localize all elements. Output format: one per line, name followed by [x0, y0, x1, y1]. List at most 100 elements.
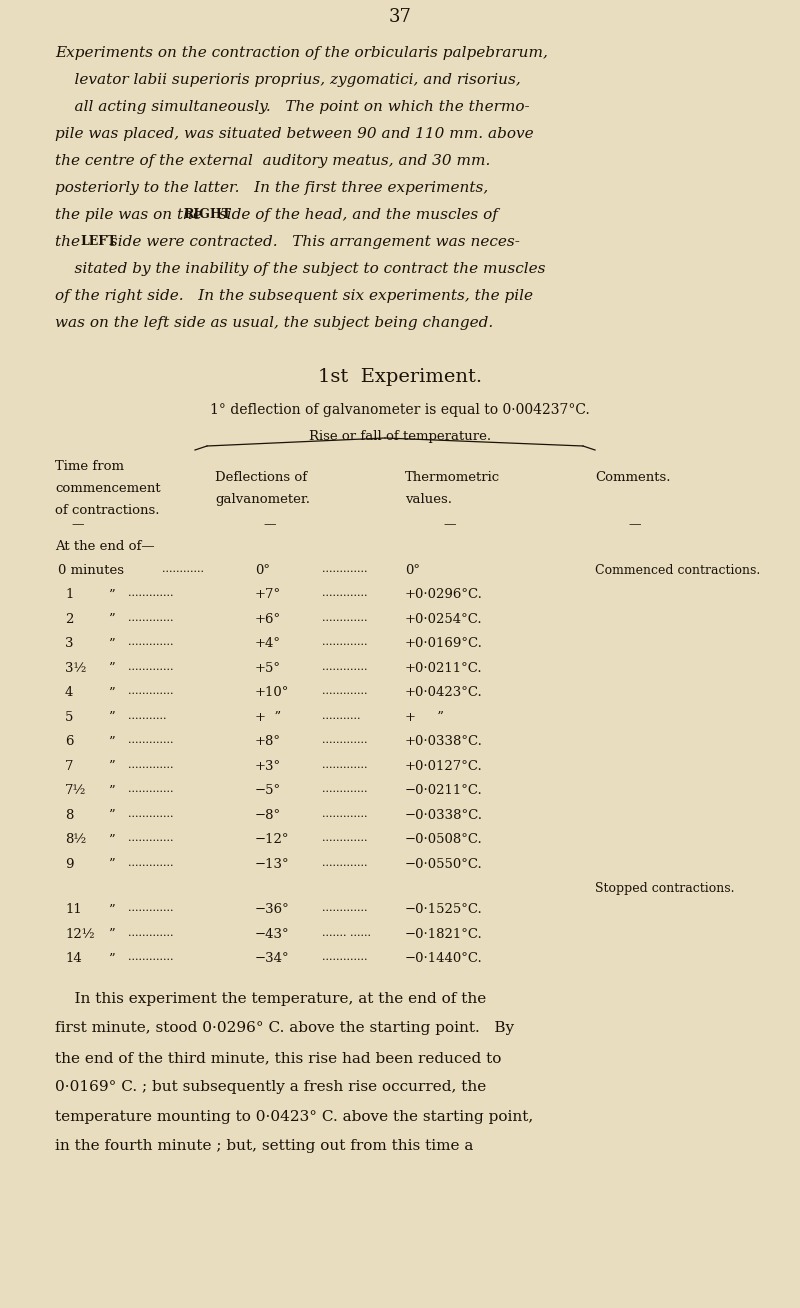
Text: 0°: 0°	[255, 564, 270, 577]
Text: +0·0169°C.: +0·0169°C.	[405, 637, 483, 650]
Text: 11: 11	[65, 904, 82, 917]
Text: +0·0296°C.: +0·0296°C.	[405, 589, 483, 602]
Text: of the right side.   In the subsequent six experiments, the pile: of the right side. In the subsequent six…	[55, 289, 533, 303]
Text: −0·0211°C.: −0·0211°C.	[405, 785, 482, 798]
Text: +0·0338°C.: +0·0338°C.	[405, 735, 483, 748]
Text: commencement: commencement	[55, 483, 161, 494]
Text: +  ”: + ”	[255, 712, 282, 725]
Text: pile was placed, was situated between 90 and 110 mm. above: pile was placed, was situated between 90…	[55, 127, 534, 141]
Text: Time from: Time from	[55, 460, 124, 473]
Text: +4°: +4°	[255, 637, 281, 650]
Text: +5°: +5°	[255, 662, 281, 675]
Text: At the end of—: At the end of—	[55, 540, 154, 553]
Text: all acting simultaneously.   The point on which the thermo-: all acting simultaneously. The point on …	[55, 99, 530, 114]
Text: the pile was on the: the pile was on the	[55, 208, 207, 222]
Text: .............: .............	[322, 589, 367, 599]
Text: +0·0254°C.: +0·0254°C.	[405, 613, 482, 627]
Text: ”: ”	[108, 613, 114, 627]
Text: ...........: ...........	[128, 712, 166, 721]
Text: +10°: +10°	[255, 687, 290, 700]
Text: .............: .............	[128, 810, 174, 819]
Text: −0·0550°C.: −0·0550°C.	[405, 858, 482, 871]
Text: side of the head, and the muscles of: side of the head, and the muscles of	[214, 208, 498, 222]
Text: 0 minutes: 0 minutes	[58, 564, 124, 577]
Text: .............: .............	[128, 927, 174, 938]
Text: Rise or fall of temperature.: Rise or fall of temperature.	[309, 430, 491, 443]
Text: +7°: +7°	[255, 589, 281, 602]
Text: 2: 2	[65, 613, 74, 627]
Text: .............: .............	[128, 760, 174, 770]
Text: .............: .............	[128, 785, 174, 794]
Text: 9: 9	[65, 858, 74, 871]
Text: −12°: −12°	[255, 833, 290, 846]
Text: −36°: −36°	[255, 904, 290, 917]
Text: .............: .............	[128, 735, 174, 746]
Text: 8: 8	[65, 810, 74, 821]
Text: 12½: 12½	[65, 927, 94, 940]
Text: Stopped contractions.: Stopped contractions.	[595, 883, 734, 896]
Text: .............: .............	[322, 952, 367, 963]
Text: −34°: −34°	[255, 952, 290, 965]
Text: RIGHT: RIGHT	[183, 208, 231, 221]
Text: −0·0338°C.: −0·0338°C.	[405, 810, 483, 821]
Text: was on the left side as usual, the subject being changed.: was on the left side as usual, the subje…	[55, 317, 494, 330]
Text: +     ”: + ”	[405, 712, 444, 725]
Text: 3: 3	[65, 637, 74, 650]
Text: +8°: +8°	[255, 735, 281, 748]
Text: ....... ......: ....... ......	[322, 927, 371, 938]
Text: In this experiment the temperature, at the end of the: In this experiment the temperature, at t…	[55, 991, 486, 1006]
Text: 0°: 0°	[405, 564, 420, 577]
Text: 7½: 7½	[65, 785, 86, 798]
Text: .............: .............	[128, 833, 174, 844]
Text: .............: .............	[322, 904, 367, 913]
Text: .............: .............	[322, 637, 367, 647]
Text: −5°: −5°	[255, 785, 281, 798]
Text: .............: .............	[128, 637, 174, 647]
Text: −0·1525°C.: −0·1525°C.	[405, 904, 482, 917]
Text: −13°: −13°	[255, 858, 290, 871]
Text: 0·0169° C. ; but subsequently a fresh rise occurred, the: 0·0169° C. ; but subsequently a fresh ri…	[55, 1080, 486, 1095]
Text: LEFT: LEFT	[81, 235, 117, 249]
Text: .............: .............	[322, 785, 367, 794]
Text: levator labii superioris proprius, zygomatici, and risorius,: levator labii superioris proprius, zygom…	[55, 73, 521, 88]
Text: 6: 6	[65, 735, 74, 748]
Text: .............: .............	[322, 810, 367, 819]
Text: Experiments on the contraction of the orbicularis palpebrarum,: Experiments on the contraction of the or…	[55, 46, 548, 60]
Text: −8°: −8°	[255, 810, 281, 821]
Text: .............: .............	[322, 760, 367, 770]
Text: ”: ”	[108, 785, 114, 798]
Text: side were contracted.   This arrangement was neces-: side were contracted. This arrangement w…	[106, 235, 520, 249]
Text: ”: ”	[108, 637, 114, 650]
Text: the end of the third minute, this rise had been reduced to: the end of the third minute, this rise h…	[55, 1050, 502, 1065]
Text: the: the	[55, 235, 85, 249]
Text: in the fourth minute ; but, setting out from this time a: in the fourth minute ; but, setting out …	[55, 1139, 474, 1154]
Text: .............: .............	[128, 904, 174, 913]
Text: 5: 5	[65, 712, 74, 725]
Text: ”: ”	[108, 712, 114, 725]
Text: galvanometer.: galvanometer.	[215, 493, 310, 506]
Text: 7: 7	[65, 760, 74, 773]
Text: posteriorly to the latter.   In the first three experiments,: posteriorly to the latter. In the first …	[55, 181, 488, 195]
Text: temperature mounting to 0·0423° C. above the starting point,: temperature mounting to 0·0423° C. above…	[55, 1109, 534, 1124]
Text: ...........: ...........	[322, 712, 361, 721]
Text: .............: .............	[322, 858, 367, 869]
Text: Deflections of: Deflections of	[215, 471, 307, 484]
Text: ”: ”	[108, 687, 114, 700]
Text: ”: ”	[108, 952, 114, 965]
Text: Thermometric: Thermometric	[405, 471, 500, 484]
Text: +0·0423°C.: +0·0423°C.	[405, 687, 482, 700]
Text: ”: ”	[108, 858, 114, 871]
Text: .............: .............	[322, 687, 367, 696]
Text: .............: .............	[128, 858, 174, 869]
Text: .............: .............	[322, 662, 367, 672]
Text: .............: .............	[128, 687, 174, 696]
Text: .............: .............	[128, 589, 174, 599]
Text: first minute, stood 0·0296° C. above the starting point.   By: first minute, stood 0·0296° C. above the…	[55, 1022, 514, 1036]
Text: 14: 14	[65, 952, 82, 965]
Text: 4: 4	[65, 687, 74, 700]
Text: −0·1440°C.: −0·1440°C.	[405, 952, 482, 965]
Text: —: —	[444, 518, 456, 531]
Text: values.: values.	[405, 493, 452, 506]
Text: 8½: 8½	[65, 833, 86, 846]
Text: +0·0211°C.: +0·0211°C.	[405, 662, 482, 675]
